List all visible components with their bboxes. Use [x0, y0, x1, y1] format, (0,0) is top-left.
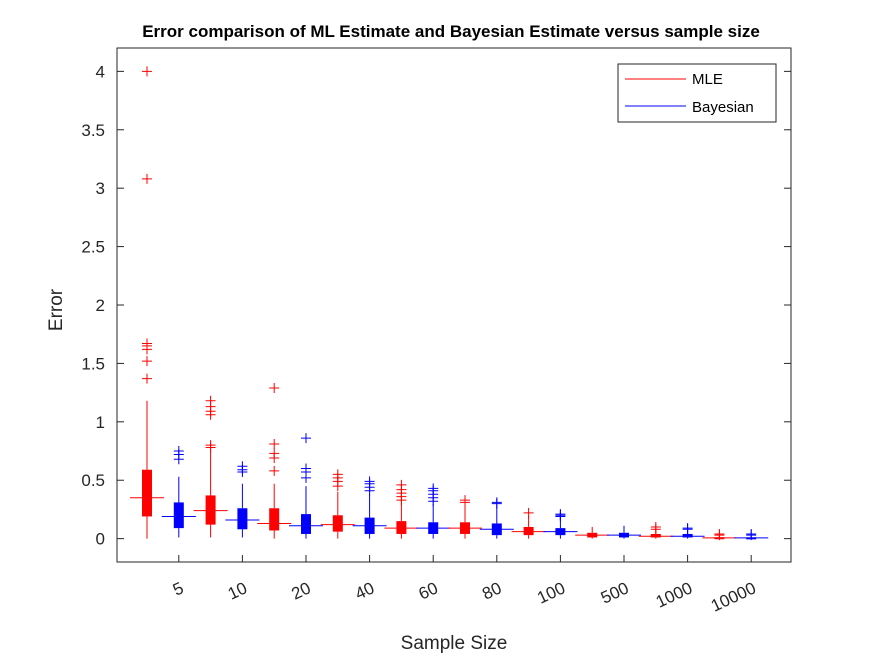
- outlier-marker: [142, 356, 152, 367]
- box-body: [650, 533, 661, 538]
- box-mle-100: [511, 507, 546, 539]
- x-tick-label: 5: [170, 578, 187, 599]
- axes-frame: [116, 47, 792, 563]
- box-body: [396, 521, 407, 534]
- outlier-marker: [332, 469, 343, 480]
- box-body: [523, 526, 534, 536]
- outlier-marker: [173, 446, 184, 457]
- box-bayesian-5: [161, 446, 196, 538]
- box-bayesian-1000: [670, 523, 705, 539]
- y-tick-label: 2: [96, 296, 105, 315]
- x-axis-label: Sample Size: [401, 633, 508, 654]
- outlier-marker: [237, 461, 248, 472]
- box-bayesian-20: [289, 433, 323, 539]
- y-tick-label: 1: [96, 413, 105, 432]
- y-tick-label: 4: [96, 62, 105, 81]
- box-mle-60: [384, 479, 419, 539]
- box-body: [301, 514, 311, 534]
- box-mle-500: [575, 526, 610, 539]
- outlier-marker: [650, 521, 661, 532]
- box-bayesian-10: [225, 461, 260, 538]
- box-bayesian-10000: [734, 528, 769, 541]
- box-bayesian-80: [479, 497, 514, 539]
- outlier-marker: [364, 476, 375, 487]
- box-mle-10: [193, 395, 228, 538]
- y-axis-label: Error: [46, 288, 67, 331]
- outlier-marker: [269, 465, 280, 476]
- outlier-marker: [491, 497, 502, 508]
- y-tick-label: 0.5: [81, 471, 105, 490]
- outlier-marker: [142, 338, 152, 349]
- y-tick-label: 3: [96, 179, 105, 198]
- box-body: [332, 515, 343, 532]
- outlier-marker: [301, 463, 311, 474]
- x-tick-label: 40: [352, 578, 377, 603]
- x-tick-label: 80: [479, 578, 504, 603]
- legend-label-bayesian: Bayesian: [692, 99, 754, 116]
- x-tick-label: 1000: [653, 578, 695, 611]
- box-body: [173, 502, 184, 529]
- box-body: [237, 508, 248, 530]
- y-tick-label: 2.5: [81, 238, 105, 257]
- box-mle-5: [130, 66, 164, 539]
- legend: MLE Bayesian: [617, 63, 777, 123]
- x-tick-label: 10000: [708, 578, 759, 615]
- box-body: [269, 508, 280, 531]
- outlier-marker: [746, 528, 757, 539]
- outlier-marker: [142, 66, 152, 77]
- y-tick-label: 0: [96, 530, 105, 549]
- outlier-marker: [555, 509, 566, 520]
- outlier-marker: [396, 479, 407, 490]
- outlier-marker: [523, 507, 534, 518]
- outlier-marker: [269, 448, 280, 459]
- box-mle-80: [448, 495, 482, 539]
- outlier-marker: [301, 433, 311, 444]
- x-tick-label: 10: [225, 578, 250, 603]
- box-bayesian-40: [352, 476, 387, 539]
- x-tick-label: 60: [416, 578, 441, 603]
- box-body: [205, 495, 216, 525]
- y-tick-label: 1.5: [81, 354, 105, 373]
- x-tick-label: 500: [598, 578, 632, 607]
- outlier-marker: [205, 440, 216, 451]
- box-bayesian-60: [416, 483, 451, 539]
- box-bayesian-100: [543, 509, 578, 539]
- legend-box: [617, 63, 777, 123]
- outlier-marker: [269, 382, 280, 393]
- plot-area: 0 0.5 1 1.5 2 2.5 3 3.5 4 5 10 20 40 60 80 100 500 1000 10…: [81, 47, 792, 616]
- outlier-marker: [205, 395, 216, 406]
- x-tick-label: 100: [534, 578, 568, 607]
- outlier-marker: [714, 528, 725, 539]
- outlier-marker: [428, 483, 439, 494]
- box-mle-20: [257, 382, 292, 539]
- box-mle-40: [320, 469, 355, 539]
- chart-title: Error comparison of ML Estimate and Baye…: [142, 22, 760, 41]
- legend-label-mle: MLE: [692, 71, 723, 88]
- outlier-marker: [682, 523, 693, 534]
- box-body: [142, 469, 152, 517]
- outlier-marker: [142, 373, 152, 384]
- outlier-marker: [460, 495, 470, 506]
- box-body: [682, 533, 693, 538]
- y-tick-label: 3.5: [81, 121, 105, 140]
- x-tick-label: 20: [289, 578, 314, 603]
- outlier-marker: [142, 173, 152, 184]
- outlier-marker: [269, 439, 280, 450]
- box-bayesian-500: [607, 525, 641, 539]
- box-mle-10000: [702, 528, 737, 541]
- box-mle-1000: [638, 521, 673, 539]
